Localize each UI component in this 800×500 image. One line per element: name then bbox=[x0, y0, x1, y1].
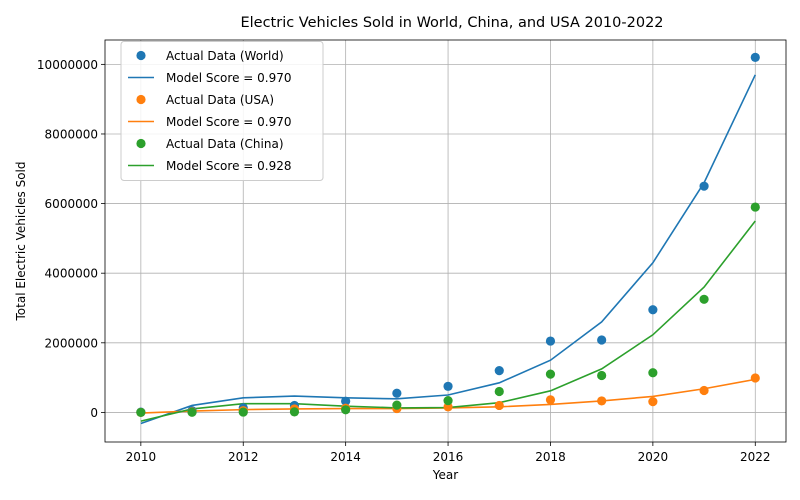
data-point bbox=[494, 400, 504, 411]
y-tick-label: 10000000 bbox=[37, 58, 98, 72]
data-point bbox=[648, 397, 658, 407]
legend-label: Actual Data (USA) bbox=[166, 93, 274, 107]
data-point bbox=[545, 395, 556, 405]
data-point bbox=[648, 368, 658, 378]
data-point bbox=[392, 388, 402, 398]
legend-label: Actual Data (China) bbox=[166, 137, 284, 151]
legend-label: Model Score = 0.928 bbox=[166, 159, 292, 173]
data-points bbox=[136, 52, 760, 418]
legend-marker bbox=[136, 94, 146, 105]
y-tick-label: 2000000 bbox=[45, 336, 98, 350]
x-tick-label: 2012 bbox=[228, 450, 259, 464]
data-point bbox=[750, 202, 760, 212]
data-point bbox=[648, 305, 658, 315]
legend-label: Model Score = 0.970 bbox=[166, 71, 292, 85]
y-tick-label: 6000000 bbox=[45, 197, 98, 211]
data-point bbox=[136, 407, 146, 418]
data-point bbox=[289, 407, 300, 417]
data-point bbox=[341, 396, 351, 406]
x-tick-label: 2020 bbox=[638, 450, 669, 464]
y-tick-label: 0 bbox=[90, 406, 98, 420]
data-point bbox=[699, 294, 709, 304]
data-point bbox=[443, 381, 453, 391]
plot-frame bbox=[104, 39, 787, 443]
data-point bbox=[187, 407, 197, 417]
x-tick-label: 2022 bbox=[740, 450, 771, 464]
data-point bbox=[545, 336, 556, 346]
data-point bbox=[545, 369, 556, 379]
data-point bbox=[699, 385, 709, 396]
legend-label: Model Score = 0.970 bbox=[166, 115, 292, 129]
data-point bbox=[597, 335, 607, 345]
data-point bbox=[443, 395, 453, 406]
legend-box bbox=[120, 41, 324, 181]
data-point bbox=[699, 181, 709, 191]
data-point bbox=[597, 396, 607, 406]
x-tick-label: 2016 bbox=[433, 450, 464, 464]
data-point bbox=[750, 52, 760, 63]
data-point bbox=[750, 373, 760, 383]
y-tick-label: 4000000 bbox=[45, 267, 98, 281]
y-tick-label: 8000000 bbox=[45, 127, 98, 141]
chart-title: Electric Vehicles Sold in World, China, … bbox=[240, 15, 663, 31]
data-point bbox=[597, 370, 607, 381]
data-point bbox=[494, 366, 504, 376]
x-tick-label: 2010 bbox=[126, 450, 157, 464]
legend-marker bbox=[136, 50, 146, 61]
x-tick-label: 2018 bbox=[535, 450, 566, 464]
data-point bbox=[494, 386, 504, 397]
data-point bbox=[238, 407, 248, 417]
legend-label: Actual Data (World) bbox=[166, 49, 284, 63]
data-point bbox=[341, 405, 351, 415]
axis-ticks: 2010 2012 2014 2016 2018 2020 2022 0 2000000 4000… bbox=[37, 58, 771, 464]
x-tick-label: 2014 bbox=[330, 450, 361, 464]
model-line-1 bbox=[140, 74, 757, 425]
legend-marker bbox=[136, 138, 146, 149]
x-axis-title: Year bbox=[432, 468, 458, 482]
y-axis-title: Total Electric Vehicles Sold bbox=[14, 161, 28, 321]
legend: Actual Data (World) Model Score = 0.970 Ac… bbox=[120, 41, 324, 181]
data-point bbox=[392, 400, 402, 410]
